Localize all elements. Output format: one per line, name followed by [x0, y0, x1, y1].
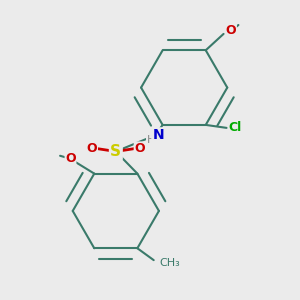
Text: Cl: Cl: [229, 122, 242, 134]
Text: O: O: [87, 142, 98, 155]
Text: N: N: [152, 128, 164, 142]
Text: H: H: [147, 135, 155, 145]
Text: O: O: [134, 142, 145, 155]
Text: O: O: [226, 24, 236, 38]
Text: O: O: [65, 152, 76, 165]
Text: CH₃: CH₃: [160, 258, 180, 268]
Text: S: S: [110, 144, 121, 159]
